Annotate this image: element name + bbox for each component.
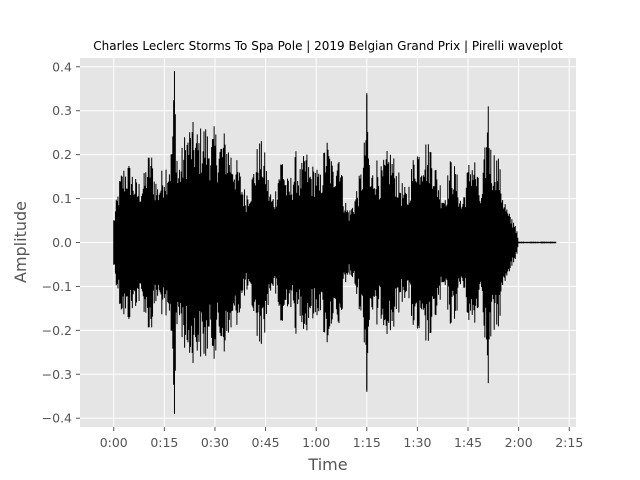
y-tick-label: −0.2 <box>42 323 72 338</box>
x-tick-label: 1:15 <box>353 435 381 450</box>
x-tick-label: 1:45 <box>454 435 482 450</box>
x-axis-label: Time <box>307 455 347 474</box>
x-tick-label: 2:00 <box>505 435 533 450</box>
y-tick-label: 0.4 <box>52 59 72 74</box>
y-axis-label: Amplitude <box>11 201 30 283</box>
x-tick-label: 1:30 <box>403 435 431 450</box>
x-axis-ticks: 0:00 0:15 0:30 0:45 1:00 1:15 1:30 1:45 2:00 2:15 <box>100 427 583 450</box>
x-tick-label: 1:00 <box>302 435 330 450</box>
x-tick-label: 0:00 <box>100 435 128 450</box>
x-tick-label: 0:30 <box>201 435 229 450</box>
y-axis-ticks: −0.4 −0.3 −0.2 −0.1 0.0 0.1 0.2 0.3 0.4 <box>42 59 80 426</box>
y-tick-label: 0.2 <box>52 147 72 162</box>
x-tick-label: 2:15 <box>555 435 583 450</box>
y-tick-label: −0.4 <box>42 411 72 426</box>
y-tick-label: 0.0 <box>52 235 72 250</box>
x-tick-label: 0:45 <box>252 435 280 450</box>
x-tick-label: 0:15 <box>150 435 178 450</box>
y-tick-label: 0.1 <box>52 191 72 206</box>
y-tick-label: 0.3 <box>52 103 72 118</box>
waveform <box>113 71 557 414</box>
waveform-line <box>113 95 557 390</box>
chart-title: Charles Leclerc Storms To Spa Pole | 201… <box>93 39 563 53</box>
y-tick-label: −0.1 <box>42 279 72 294</box>
y-tick-label: −0.3 <box>42 367 72 382</box>
